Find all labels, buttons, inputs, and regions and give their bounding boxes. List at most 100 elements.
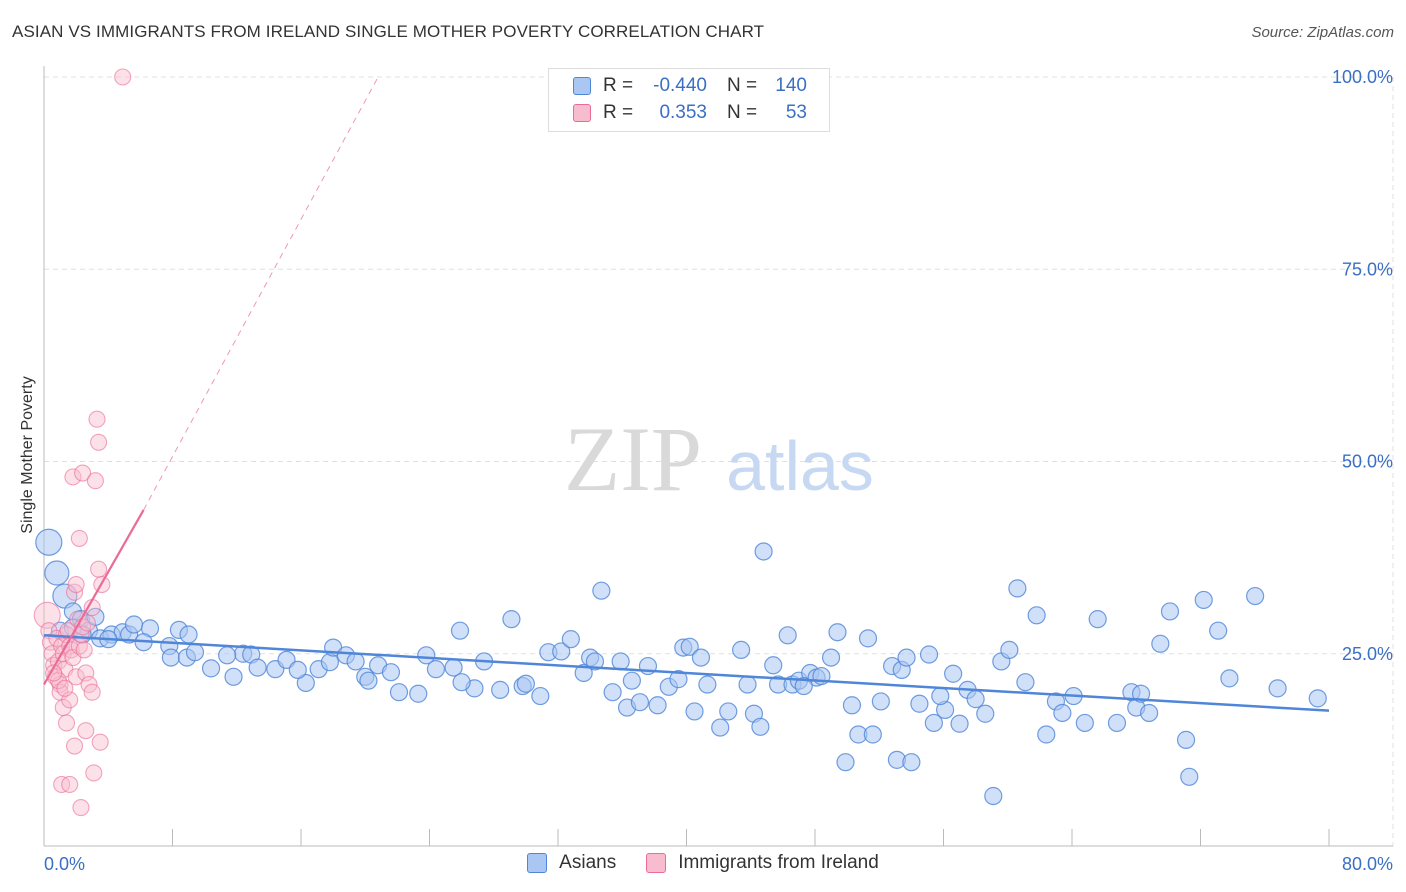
r-label: R =	[603, 75, 634, 96]
asians-point	[984, 786, 1003, 806]
asians-point	[531, 686, 550, 706]
asians-point	[778, 626, 797, 645]
asians-point	[842, 696, 862, 715]
asians-point	[828, 623, 847, 642]
watermark-zip: ZIP	[564, 408, 702, 510]
asians-point	[1308, 689, 1327, 708]
asians-point	[491, 680, 510, 699]
asians-point	[1075, 713, 1094, 733]
n-label: N =	[727, 75, 758, 96]
ireland-point	[65, 737, 84, 755]
asians-trend-line	[43, 634, 1330, 712]
asians-point	[976, 704, 995, 723]
asians-point	[924, 713, 943, 733]
asians-point	[1246, 586, 1265, 606]
series-legend: Asians Immigrants from Ireland	[0, 852, 1406, 874]
asians-point	[1107, 713, 1127, 733]
ireland-n-value: 53	[785, 102, 807, 123]
asians-point	[296, 673, 315, 693]
asians-legend-swatch	[527, 853, 548, 873]
asians-point	[1027, 606, 1046, 625]
asians-point	[622, 671, 641, 690]
correlation-legend: R = -0.440 N = 140 R = 0.353 N = 53	[548, 68, 830, 132]
ireland-point	[90, 560, 108, 578]
ireland-point	[91, 733, 109, 751]
asians-point	[218, 646, 237, 665]
asians-point	[1220, 669, 1239, 688]
asians-point	[1008, 579, 1027, 598]
source-label: Source: ZipAtlas.com	[1251, 24, 1394, 41]
asians-point	[452, 673, 471, 692]
asians-point	[669, 670, 688, 689]
asians-point	[1016, 673, 1035, 692]
asians-point	[288, 660, 307, 679]
asians-point	[966, 690, 985, 709]
asians-point	[561, 630, 580, 649]
asians-point	[1151, 634, 1170, 653]
legend-row-ireland: R = 0.353 N = 53	[573, 101, 807, 125]
asians-point	[719, 702, 738, 721]
asians-point	[201, 659, 221, 678]
ireland-r-value: 0.353	[659, 102, 707, 123]
asians-point	[821, 648, 841, 667]
ireland-point	[64, 468, 82, 486]
ireland-point	[85, 764, 103, 782]
ireland-point	[86, 472, 104, 490]
asians-point	[224, 667, 243, 686]
asians-point	[124, 615, 144, 634]
asians-swatch	[573, 77, 591, 95]
y-tick-label: 50.0%	[1342, 452, 1393, 472]
asians-point	[1088, 610, 1107, 629]
asians-point	[711, 718, 730, 737]
asians-points	[35, 528, 1327, 806]
x-tick-label-min: 0.0%	[44, 854, 85, 874]
asians-point	[754, 542, 773, 561]
asians-point	[381, 663, 401, 682]
y-tick-label: 25.0%	[1342, 644, 1393, 664]
asians-point	[1268, 679, 1287, 698]
legend-item-asians[interactable]: Asians	[527, 852, 616, 874]
asians-point	[1037, 725, 1056, 744]
asians-point	[931, 686, 950, 706]
ireland-point	[67, 575, 85, 594]
legend-item-ireland[interactable]: Immigrants from Ireland	[646, 852, 879, 874]
asians-point	[732, 640, 751, 660]
ireland-point	[75, 641, 93, 659]
asians-point	[552, 642, 571, 661]
asians-point	[502, 610, 521, 629]
asians-point	[35, 528, 63, 556]
watermark: ZIP atlas	[564, 408, 874, 510]
ireland-point	[33, 601, 61, 629]
ireland-point	[67, 668, 85, 686]
asians-point	[1180, 767, 1199, 786]
y-tick-label: 75.0%	[1342, 259, 1393, 279]
asians-point	[1209, 621, 1228, 640]
asians-point	[450, 621, 470, 640]
legend-row-asians: R = -0.440 N = 140	[573, 74, 807, 98]
y-tick-label: 100.0%	[1332, 67, 1393, 87]
asians-point	[585, 652, 605, 671]
asians-point	[1194, 590, 1213, 610]
ireland-point	[114, 68, 132, 86]
ireland-point	[57, 714, 76, 732]
axes	[43, 66, 1393, 847]
asians-point	[858, 629, 878, 648]
asians-point	[897, 648, 916, 667]
asians-point	[592, 581, 611, 600]
asians-point	[836, 753, 855, 772]
ireland-trend-line	[43, 509, 145, 686]
asians-point	[910, 694, 929, 713]
asians-point	[863, 725, 882, 744]
asians-r-value: -0.440	[653, 75, 707, 96]
ireland-legend-label: Immigrants from Ireland	[678, 852, 879, 873]
asians-point	[648, 696, 667, 715]
asians-point	[902, 753, 921, 772]
asians-point	[574, 663, 593, 683]
ireland-point	[56, 679, 74, 697]
asians-point	[359, 671, 378, 690]
asians-point	[161, 648, 180, 667]
chart-title: ASIAN VS IMMIGRANTS FROM IRELAND SINGLE …	[12, 22, 765, 41]
asians-point	[248, 658, 267, 677]
asians-point	[1053, 703, 1072, 723]
